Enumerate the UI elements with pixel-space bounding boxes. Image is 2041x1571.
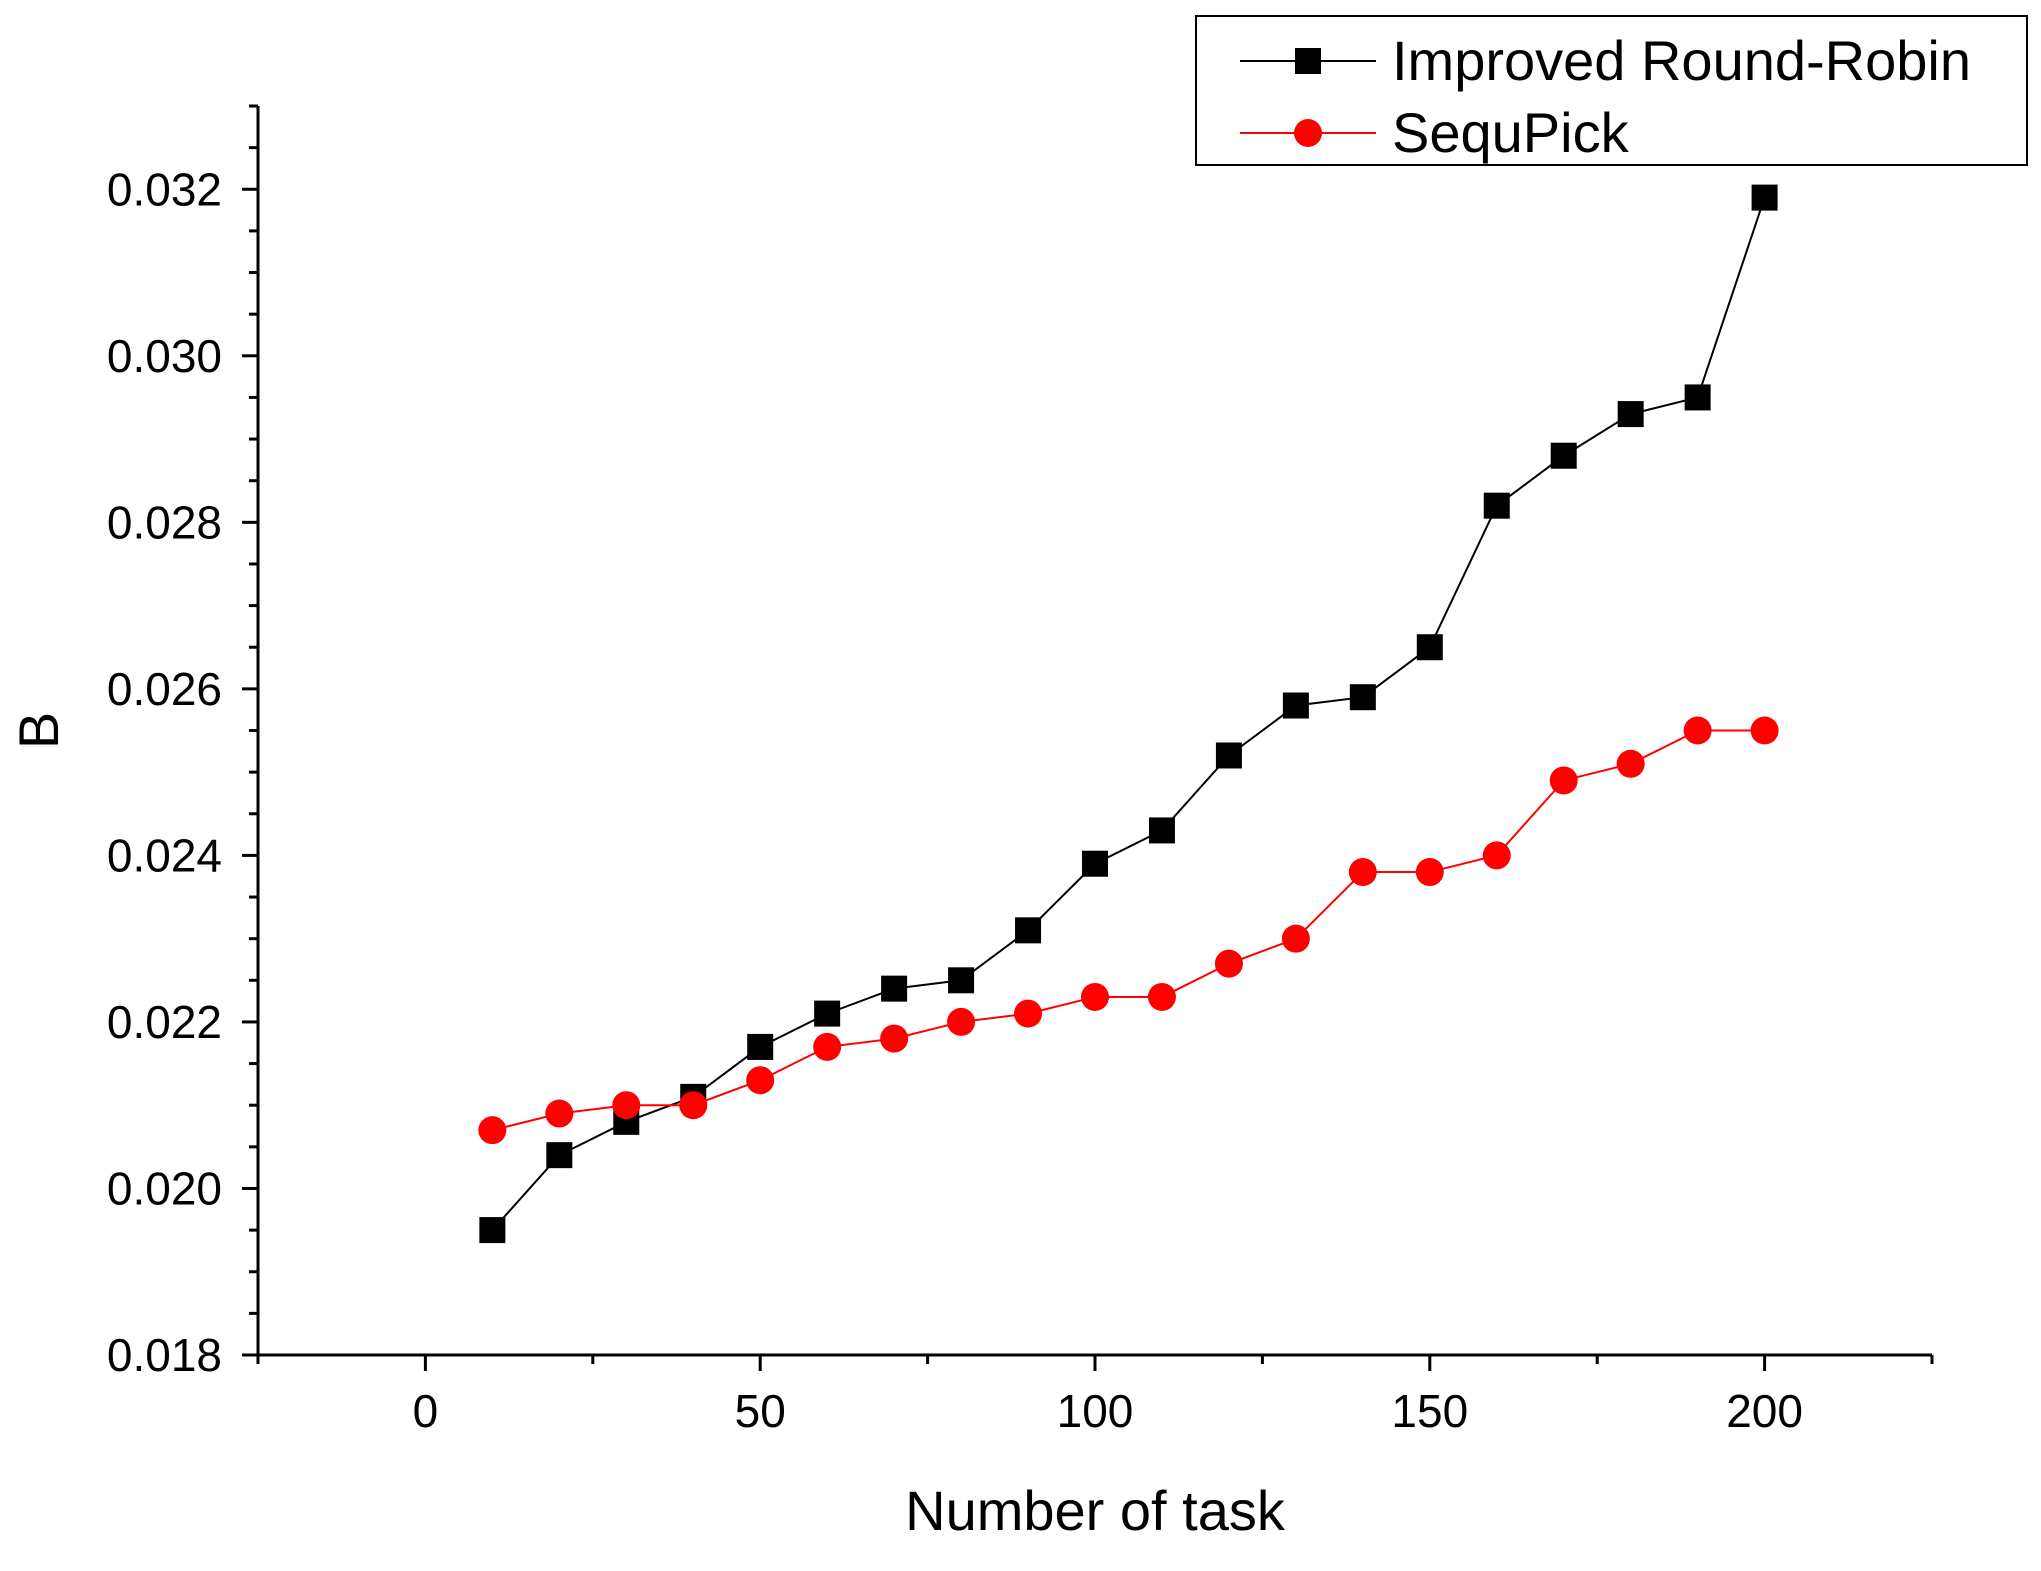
data-point bbox=[1616, 749, 1645, 778]
x-tick-label: 50 bbox=[735, 1385, 786, 1437]
y-tick-label: 0.028 bbox=[107, 496, 222, 548]
data-point bbox=[814, 1000, 841, 1027]
data-point bbox=[813, 1032, 842, 1061]
axes bbox=[256, 106, 1932, 1357]
data-point bbox=[1751, 184, 1778, 211]
data-point bbox=[747, 1033, 774, 1060]
data-point bbox=[679, 1091, 708, 1120]
legend-box bbox=[1195, 15, 2028, 166]
data-point bbox=[1549, 766, 1578, 795]
data-point bbox=[1415, 858, 1444, 887]
series-1 bbox=[479, 184, 1778, 1244]
x-ticks: 0 50 100 150 200 bbox=[256, 1355, 1934, 1437]
data-point bbox=[1215, 742, 1242, 769]
x-axis-title: Number of task bbox=[905, 1479, 1286, 1542]
data-point bbox=[947, 1007, 976, 1036]
data-point bbox=[1550, 442, 1577, 469]
y-tick-label: 0.018 bbox=[107, 1329, 222, 1381]
y-tick-label: 0.022 bbox=[107, 996, 222, 1048]
legend-marker bbox=[1295, 48, 1321, 74]
data-point bbox=[1684, 384, 1711, 411]
y-axis-title: B bbox=[7, 712, 70, 749]
data-point bbox=[612, 1091, 641, 1120]
y-tick-label: 0.032 bbox=[107, 163, 222, 215]
data-point bbox=[1015, 917, 1042, 944]
data-point bbox=[1349, 684, 1376, 711]
y-tick-label: 0.020 bbox=[107, 1162, 222, 1214]
x-tick-label: 0 bbox=[413, 1385, 439, 1437]
legend: Improved Round-Robin SequPick bbox=[1195, 15, 2028, 166]
data-point bbox=[1214, 949, 1243, 978]
series-line bbox=[491, 197, 1766, 1231]
series-line bbox=[492, 729, 1765, 1132]
series-2 bbox=[478, 716, 1779, 1145]
data-point bbox=[746, 1066, 775, 1095]
data-point bbox=[1617, 401, 1644, 428]
y-tick-label: 0.030 bbox=[107, 330, 222, 382]
data-point bbox=[1081, 982, 1109, 1011]
data-point bbox=[881, 975, 908, 1002]
data-point bbox=[1082, 850, 1108, 877]
data-point bbox=[1147, 982, 1176, 1011]
data-point bbox=[1348, 858, 1377, 887]
data-point bbox=[1416, 634, 1443, 661]
data-point bbox=[479, 1217, 506, 1244]
data-point bbox=[1282, 692, 1309, 719]
data-point bbox=[545, 1099, 574, 1128]
legend-marker bbox=[1294, 119, 1322, 147]
data-point bbox=[1482, 841, 1511, 870]
legend-label: SequPick bbox=[1392, 101, 1630, 164]
series-layer bbox=[478, 184, 1779, 1244]
data-point bbox=[1750, 716, 1779, 745]
data-point bbox=[1014, 999, 1043, 1028]
x-tick-label: 150 bbox=[1391, 1385, 1468, 1437]
y-tick-label: 0.024 bbox=[107, 829, 222, 881]
y-tick-label: 0.026 bbox=[107, 663, 222, 715]
data-point bbox=[1683, 716, 1712, 745]
x-tick-label: 200 bbox=[1726, 1385, 1803, 1437]
data-point bbox=[546, 1142, 573, 1169]
data-point bbox=[478, 1116, 507, 1145]
y-ticks: 0.018 0.020 0.022 0.024 0.026 0.028 0.030 0.032 bbox=[107, 104, 258, 1381]
legend-label: Improved Round-Robin bbox=[1392, 29, 1971, 92]
data-point bbox=[1483, 492, 1510, 519]
data-point bbox=[880, 1024, 909, 1053]
data-point bbox=[1148, 817, 1175, 844]
data-point bbox=[948, 967, 975, 994]
x-tick-label: 100 bbox=[1057, 1385, 1134, 1437]
data-point bbox=[1281, 924, 1310, 953]
